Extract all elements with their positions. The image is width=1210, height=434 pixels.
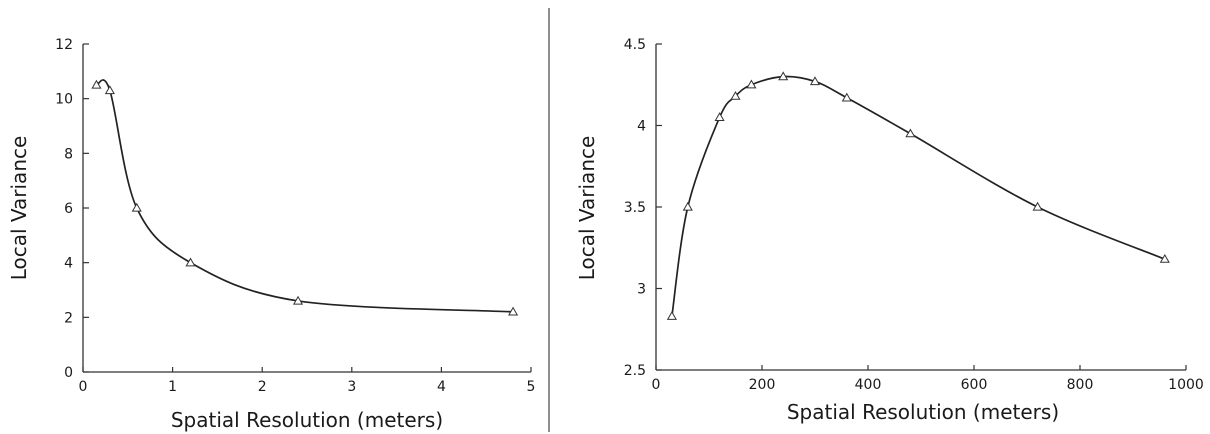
data-point	[714, 112, 725, 121]
data-point	[185, 257, 196, 267]
y-axis-label: Local Variance	[575, 136, 599, 281]
chart-right: Spatial Resolution (meters) Local Varian…	[575, 37, 1204, 424]
x-tick-label: 0	[652, 377, 661, 393]
y-tick-label: 2	[64, 310, 73, 326]
data-point	[1032, 201, 1043, 211]
data-point	[778, 71, 789, 81]
x-tick-label: 1000	[1168, 377, 1204, 393]
x-tick-label: 5	[527, 379, 536, 395]
y-tick-label: 3.5	[624, 200, 646, 216]
x-tick-label: 600	[961, 377, 988, 393]
x-tick-label: 3	[347, 379, 356, 395]
x-tick-label: 1	[168, 379, 177, 395]
x-axis-label: Spatial Resolution (meters)	[787, 400, 1059, 424]
y-tick-label: 2.5	[624, 363, 646, 379]
y-axis-label: Local Variance	[7, 136, 31, 281]
data-point	[292, 295, 304, 305]
data-point	[131, 202, 142, 212]
y-tick-label: 10	[55, 92, 73, 108]
x-tick-label: 200	[749, 377, 776, 393]
data-point	[905, 128, 916, 138]
x-axis-label: Spatial Resolution (meters)	[171, 408, 443, 432]
x-tick-label: 4	[437, 379, 446, 395]
data-point	[104, 85, 115, 95]
data-point	[746, 79, 757, 89]
chart-left: Spatial Resolution (meters) Local Varian…	[7, 37, 535, 432]
y-tick-label: 0	[64, 365, 73, 381]
y-tick-label: 4	[64, 256, 73, 272]
y-tick-label: 6	[64, 201, 73, 217]
y-tick-label: 4	[637, 119, 646, 135]
y-tick-label: 4.5	[624, 37, 646, 53]
data-point	[91, 79, 102, 89]
series-line	[95, 79, 514, 313]
y-tick-label: 3	[637, 282, 646, 298]
y-tick-label: 12	[55, 37, 73, 53]
data-point	[809, 76, 821, 86]
x-tick-label: 400	[855, 377, 882, 393]
data-point	[730, 90, 741, 100]
data-point	[1159, 253, 1170, 263]
series-line	[671, 75, 1166, 317]
data-point	[508, 306, 519, 316]
data-point	[682, 201, 693, 211]
x-tick-label: 2	[258, 379, 267, 395]
data-point	[841, 92, 852, 102]
y-tick-label: 8	[64, 146, 73, 162]
data-point	[666, 311, 677, 320]
x-tick-label: 0	[79, 379, 88, 395]
x-tick-label: 800	[1067, 377, 1094, 393]
